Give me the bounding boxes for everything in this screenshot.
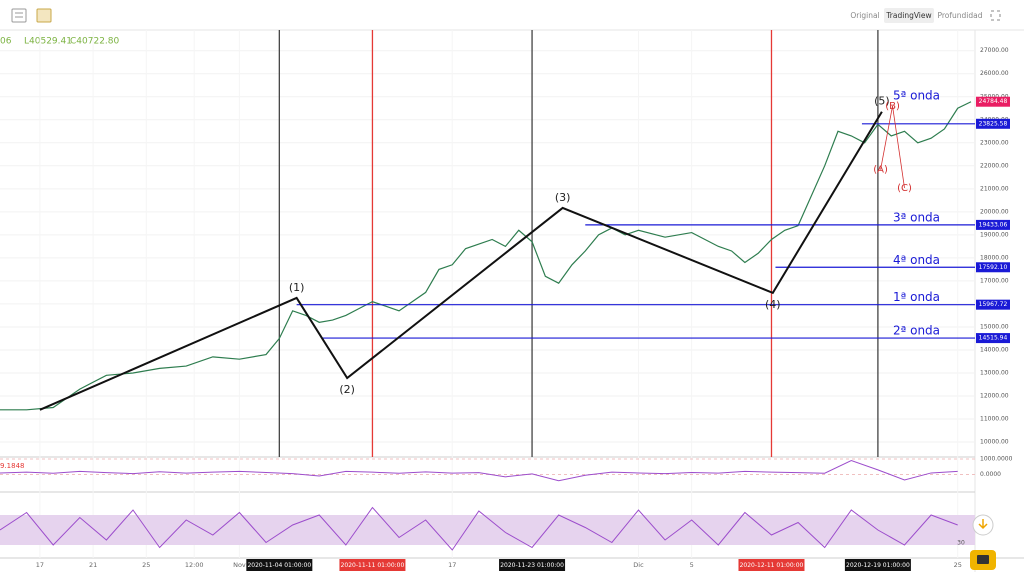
date-tag <box>499 559 566 571</box>
y-tick-label: 14000.00 <box>980 346 1009 353</box>
wave-level-label: 2ª onda <box>893 324 940 338</box>
corrective-label: (A) <box>873 165 888 176</box>
y-tick-label: 20000.00 <box>980 208 1009 215</box>
wave-label: (2) <box>339 383 355 396</box>
badge: 30 <box>957 540 965 547</box>
date-tag <box>844 559 911 571</box>
y-tick-label: 17000.00 <box>980 277 1009 284</box>
indicator-line <box>0 460 958 482</box>
tab[interactable]: TradingView <box>885 11 931 20</box>
date-tag-label: 2020-12-11 01:00:00 <box>740 562 804 569</box>
indicator-band <box>0 515 975 545</box>
y-tick-label: 10000.00 <box>980 439 1009 446</box>
wave-line <box>39 111 883 411</box>
date-tag <box>738 559 805 571</box>
x-tick-label: 17 <box>448 561 456 569</box>
price-tag <box>976 262 1010 273</box>
date-tag <box>339 559 406 571</box>
wave-label: (4) <box>765 298 781 311</box>
y-tick-label: 13000.00 <box>980 369 1009 376</box>
price-tag-label: 17592.10 <box>979 264 1008 271</box>
price-line <box>0 101 972 411</box>
y-tick-label: 22000.00 <box>980 162 1009 169</box>
indicator-tick-label: 0.0000 <box>980 471 1001 478</box>
corrective-label: (B) <box>885 101 900 112</box>
price-tag-label: 14515.94 <box>979 335 1008 342</box>
y-tick-label: 23000.00 <box>980 139 1009 146</box>
price-tag <box>976 333 1010 344</box>
toolbar <box>0 0 1024 30</box>
date-tag-label: 2020-11-11 01:00:00 <box>341 562 405 569</box>
wave-label: (1) <box>289 281 305 294</box>
ohlc-readout: 06 <box>0 37 12 47</box>
ohlc-readout: C40722.80 <box>70 37 120 47</box>
price-tag-label: 15967.72 <box>979 301 1008 308</box>
wave-level-label: 3ª onda <box>893 210 940 224</box>
tab[interactable]: Original <box>850 11 879 20</box>
corrective-label: (C) <box>897 183 912 194</box>
fullscreen-icon[interactable] <box>990 10 1001 21</box>
x-tick-label: 17 <box>36 561 44 569</box>
price-tag-label: 23825.58 <box>979 120 1008 127</box>
price-tag <box>976 219 1010 230</box>
y-tick-label: 19000.00 <box>980 231 1009 238</box>
x-tick-label: 12:00 <box>185 561 204 569</box>
indicator-line <box>0 506 958 551</box>
chat-button[interactable] <box>970 550 996 570</box>
x-tick-label: 25 <box>142 561 150 569</box>
wave-level-label: 5ª onda <box>893 88 940 102</box>
x-tick-label: 25 <box>954 561 962 569</box>
y-tick-label: 12000.00 <box>980 393 1009 400</box>
indicator-readout: 9.1848 <box>0 462 25 470</box>
x-tick-label: 5 <box>690 561 694 569</box>
price-tag <box>976 299 1010 310</box>
corrective-line <box>880 105 905 188</box>
ohlc-readout: L40529.41 <box>24 37 72 47</box>
y-tick-label: 21000.00 <box>980 185 1009 192</box>
wave-level-label: 1ª onda <box>893 290 940 304</box>
x-tick-label: Dic <box>633 561 644 569</box>
x-tick-label: Nov <box>233 561 246 569</box>
wave-level-label: 4ª onda <box>893 253 940 267</box>
y-tick-label: 11000.00 <box>980 416 1009 423</box>
date-tag-label: 2020-11-23 01:00:00 <box>500 562 564 569</box>
y-tick-label: 18000.00 <box>980 254 1009 261</box>
tab[interactable]: Profundidad <box>937 11 982 20</box>
wave-label: (3) <box>555 191 571 204</box>
date-tag-label: 2020-12-19 01:00:00 <box>846 562 910 569</box>
y-tick-label: 27000.00 <box>980 47 1009 54</box>
y-tick-label: 26000.00 <box>980 70 1009 77</box>
download-button[interactable] <box>972 514 994 536</box>
x-tick-label: 21 <box>89 561 97 569</box>
date-tag <box>246 559 313 571</box>
date-tag-label: 2020-11-04 01:00:00 <box>247 562 311 569</box>
tab-bg <box>884 8 934 23</box>
last-price-label: 24784.48 <box>979 98 1008 105</box>
indicator-tick-label: 1000.0000 <box>980 456 1013 463</box>
wave-label: (5) <box>874 95 890 108</box>
settings-icon[interactable] <box>11 8 27 23</box>
price-tag <box>976 118 1010 129</box>
last-price-tag <box>976 96 1010 107</box>
price-tag-label: 19433.06 <box>979 221 1008 228</box>
y-tick-label: 15000.00 <box>980 323 1009 330</box>
indicator-icon[interactable] <box>36 8 52 23</box>
